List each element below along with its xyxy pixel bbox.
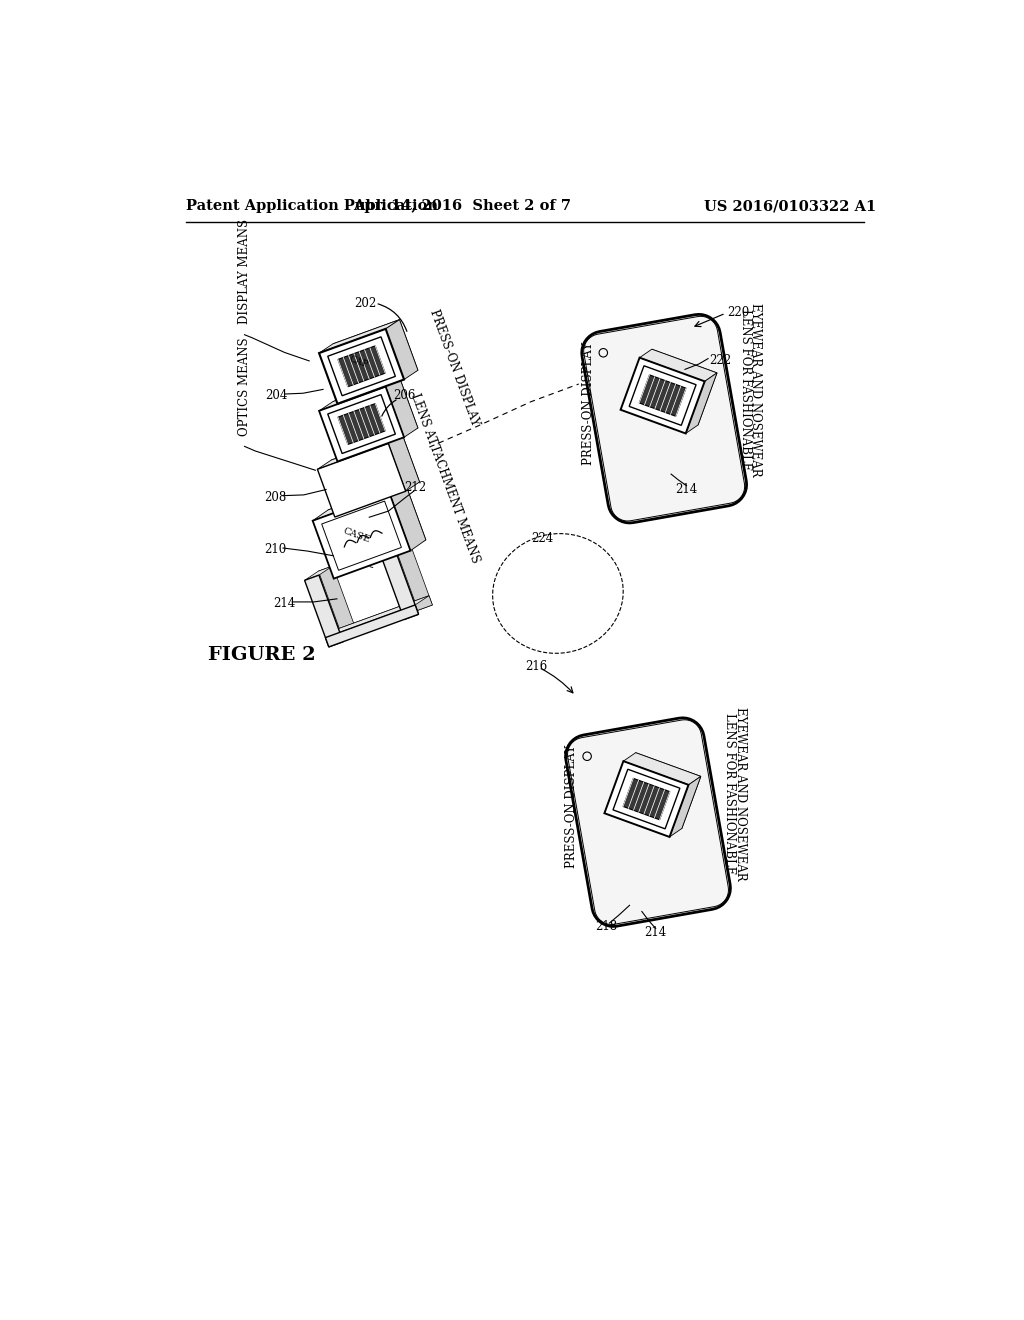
Text: 216: 216	[524, 660, 547, 673]
Text: 224: 224	[531, 532, 554, 545]
Text: 202: 202	[354, 297, 377, 310]
Polygon shape	[621, 358, 705, 433]
Text: 214: 214	[273, 597, 296, 610]
Text: PRESS-ON DISPLAY: PRESS-ON DISPLAY	[427, 308, 481, 428]
Polygon shape	[686, 372, 717, 433]
Polygon shape	[328, 337, 395, 396]
Polygon shape	[565, 718, 730, 927]
Polygon shape	[639, 375, 686, 416]
Polygon shape	[312, 492, 411, 578]
Text: Apr. 14, 2016  Sheet 2 of 7: Apr. 14, 2016 Sheet 2 of 7	[352, 199, 570, 213]
Text: US 2016/0103322 A1: US 2016/0103322 A1	[705, 199, 877, 213]
Text: PRESS-ON DISPLAY: PRESS-ON DISPLAY	[583, 342, 595, 465]
Text: PRESS-ON DISPLAY: PRESS-ON DISPLAY	[565, 746, 579, 869]
Text: FIGURE 2: FIGURE 2	[208, 645, 315, 664]
Text: 218: 218	[595, 920, 617, 933]
Polygon shape	[582, 314, 746, 523]
Text: Patent Application Publication: Patent Application Publication	[186, 199, 438, 213]
Polygon shape	[380, 539, 409, 553]
Polygon shape	[629, 366, 696, 425]
Polygon shape	[304, 576, 343, 647]
Polygon shape	[386, 378, 418, 437]
Polygon shape	[339, 595, 432, 638]
Polygon shape	[319, 378, 399, 411]
Polygon shape	[624, 752, 700, 785]
Polygon shape	[613, 770, 680, 829]
Polygon shape	[318, 566, 357, 638]
Polygon shape	[304, 566, 333, 581]
Polygon shape	[604, 762, 688, 837]
Polygon shape	[319, 319, 399, 352]
Polygon shape	[389, 482, 426, 550]
Text: LENS ATTACHMENT MEANS: LENS ATTACHMENT MEANS	[408, 391, 481, 565]
Polygon shape	[640, 350, 717, 381]
Text: LENS FOR FASHIONABLE: LENS FOR FASHIONABLE	[723, 713, 736, 874]
Text: 214: 214	[676, 483, 697, 496]
Polygon shape	[332, 434, 420, 508]
Text: CASE: CASE	[342, 527, 372, 545]
Text: 206: 206	[393, 389, 415, 403]
Polygon shape	[317, 444, 406, 517]
Text: 212: 212	[404, 482, 427, 495]
Polygon shape	[338, 346, 385, 387]
Polygon shape	[388, 434, 420, 491]
Polygon shape	[333, 378, 418, 453]
Text: DISPLAY MEANS: DISPLAY MEANS	[238, 219, 251, 323]
Text: EYEWEAR AND NOSEWEAR: EYEWEAR AND NOSEWEAR	[734, 706, 746, 880]
Polygon shape	[633, 350, 717, 425]
Text: EYEWEAR AND NOSEWEAR: EYEWEAR AND NOSEWEAR	[750, 302, 762, 477]
Polygon shape	[317, 434, 402, 470]
Text: LENS FOR FASHIONABLE: LENS FOR FASHIONABLE	[738, 309, 752, 470]
Polygon shape	[328, 482, 426, 568]
Text: 208: 208	[264, 491, 287, 504]
Polygon shape	[386, 319, 418, 380]
Text: 210: 210	[264, 543, 287, 556]
Polygon shape	[328, 395, 395, 454]
Text: CAP: CAP	[348, 355, 370, 370]
Polygon shape	[326, 595, 429, 638]
Polygon shape	[312, 482, 404, 520]
Text: 204: 204	[265, 389, 288, 403]
Polygon shape	[326, 605, 419, 647]
Text: 222: 222	[710, 354, 732, 367]
Text: 220: 220	[727, 306, 750, 319]
Polygon shape	[624, 779, 670, 820]
Polygon shape	[338, 404, 385, 445]
Polygon shape	[394, 539, 432, 610]
Polygon shape	[333, 319, 418, 395]
Polygon shape	[319, 329, 404, 404]
Polygon shape	[319, 387, 404, 462]
Polygon shape	[670, 776, 700, 837]
Polygon shape	[616, 752, 700, 829]
Text: OPTICS MEANS: OPTICS MEANS	[238, 337, 251, 436]
Text: 214: 214	[644, 925, 667, 939]
Polygon shape	[380, 548, 419, 619]
